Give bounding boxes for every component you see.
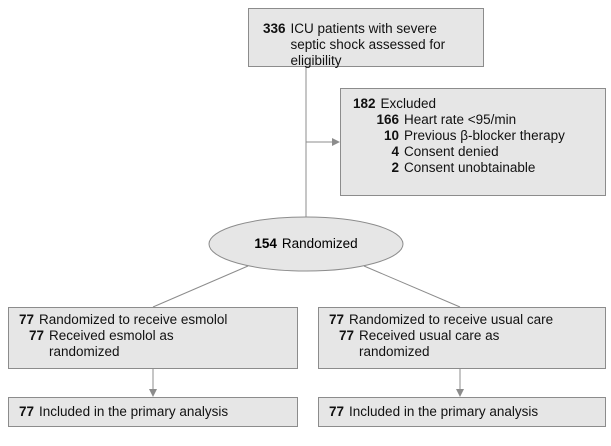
reason: 4 Consent denied: [373, 144, 605, 160]
label: Previous β-blocker therapy: [404, 128, 565, 143]
label: Randomized: [281, 236, 358, 251]
label: Received usual care as randomized: [359, 328, 500, 359]
analysis-box: 77 Included in the primary analysis: [318, 397, 606, 427]
connector: [363, 265, 461, 308]
count: 10: [383, 128, 399, 143]
screening-box: 336 ICU patients with severe septic shoc…: [248, 8, 484, 68]
reasons: 166 Heart rate <95/min 10 Previous β-blocke…: [353, 112, 605, 176]
count: 4: [391, 144, 399, 159]
count: 77: [19, 404, 35, 419]
label: Included in the primary analysis: [39, 404, 229, 419]
received: 77 Received esmolol as randomized: [19, 328, 297, 360]
label: Received esmolol as randomized: [49, 328, 174, 359]
label: Excluded: [380, 96, 437, 111]
count: 2: [391, 160, 399, 175]
analysis-box: 77 Included in the primary analysis: [8, 397, 298, 427]
label: Consent denied: [404, 144, 499, 159]
label: Randomized to receive usual care: [349, 312, 554, 327]
count: 77: [19, 312, 35, 327]
label: Heart rate <95/min: [404, 112, 517, 127]
count: 166: [376, 112, 399, 127]
count: 77: [329, 312, 345, 327]
allocated: 77 Randomized to receive esmolol: [19, 312, 297, 328]
randomized-text: 154 Randomized: [209, 236, 403, 251]
label: ICU patients with severe septic shock as…: [290, 21, 446, 68]
count: 182: [353, 96, 376, 111]
allocation-box: 77 Randomized to receive usual care 77 Rece…: [318, 307, 606, 369]
allocated: 77 Randomized to receive usual care: [329, 312, 605, 328]
allocation-box: 77 Randomized to receive esmolol 77 Receive…: [8, 307, 298, 369]
count: 336: [263, 21, 286, 36]
label: Consent unobtainable: [404, 160, 536, 175]
label: Included in the primary analysis: [349, 404, 539, 419]
count: 77: [339, 328, 355, 343]
reason: 10 Previous β-blocker therapy: [373, 128, 605, 144]
analyzed: 77 Included in the primary analysis: [19, 404, 297, 420]
analyzed: 77 Included in the primary analysis: [329, 404, 605, 420]
count: 154: [254, 236, 277, 251]
excluded-box: 182 Excluded 166 Heart rate <95/min 10 Prev…: [340, 88, 606, 196]
label: Randomized to receive esmolol: [39, 312, 228, 327]
received: 77 Received usual care as randomized: [329, 328, 605, 360]
count: 77: [29, 328, 45, 343]
randomized-ellipse: [208, 216, 404, 272]
reason: 166 Heart rate <95/min: [373, 112, 605, 128]
connector: [152, 265, 249, 308]
count: 77: [329, 404, 345, 419]
reason: 2 Consent unobtainable: [373, 160, 605, 176]
